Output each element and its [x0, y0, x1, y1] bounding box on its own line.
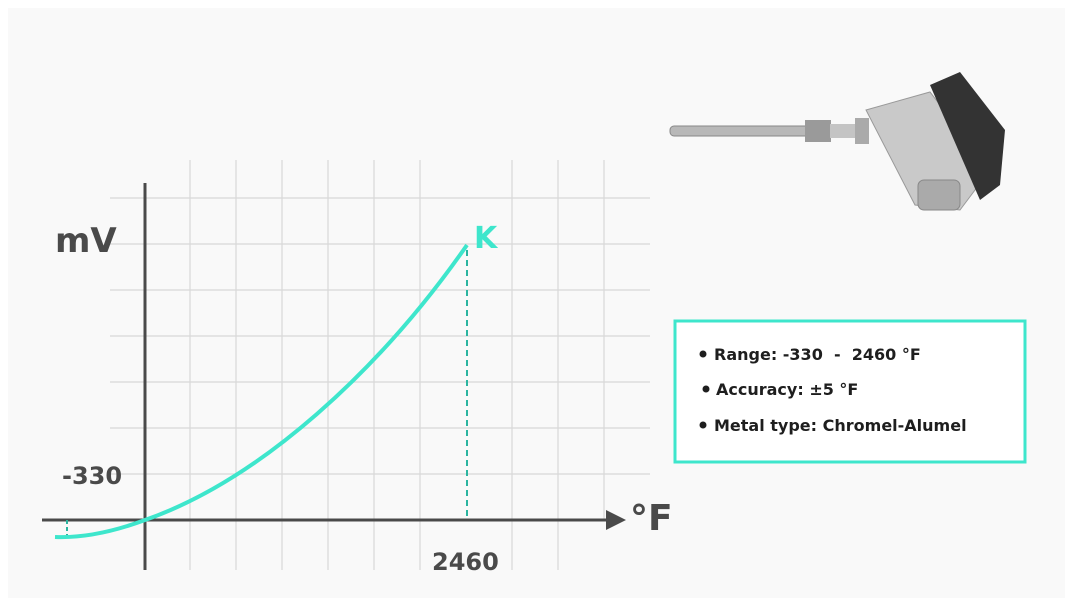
curve-label: K — [474, 221, 499, 256]
high-label: 2460 — [432, 548, 499, 576]
y-label: mV — [55, 221, 117, 261]
info-item: Accuracy: ±5 °F — [716, 380, 858, 399]
background — [8, 8, 1065, 598]
info-item: Metal type: Chromel-Alumel — [714, 416, 967, 435]
bullet — [700, 351, 707, 358]
bullet — [703, 386, 710, 393]
low-label: -330 — [62, 462, 122, 490]
info-item: Range: -330 - 2460 °F — [714, 345, 921, 364]
diagram: mV °F -330 2460 K Range: -330 - 2460 °F … — [0, 0, 1073, 606]
bullet — [700, 422, 707, 429]
x-label: °F — [630, 498, 673, 539]
